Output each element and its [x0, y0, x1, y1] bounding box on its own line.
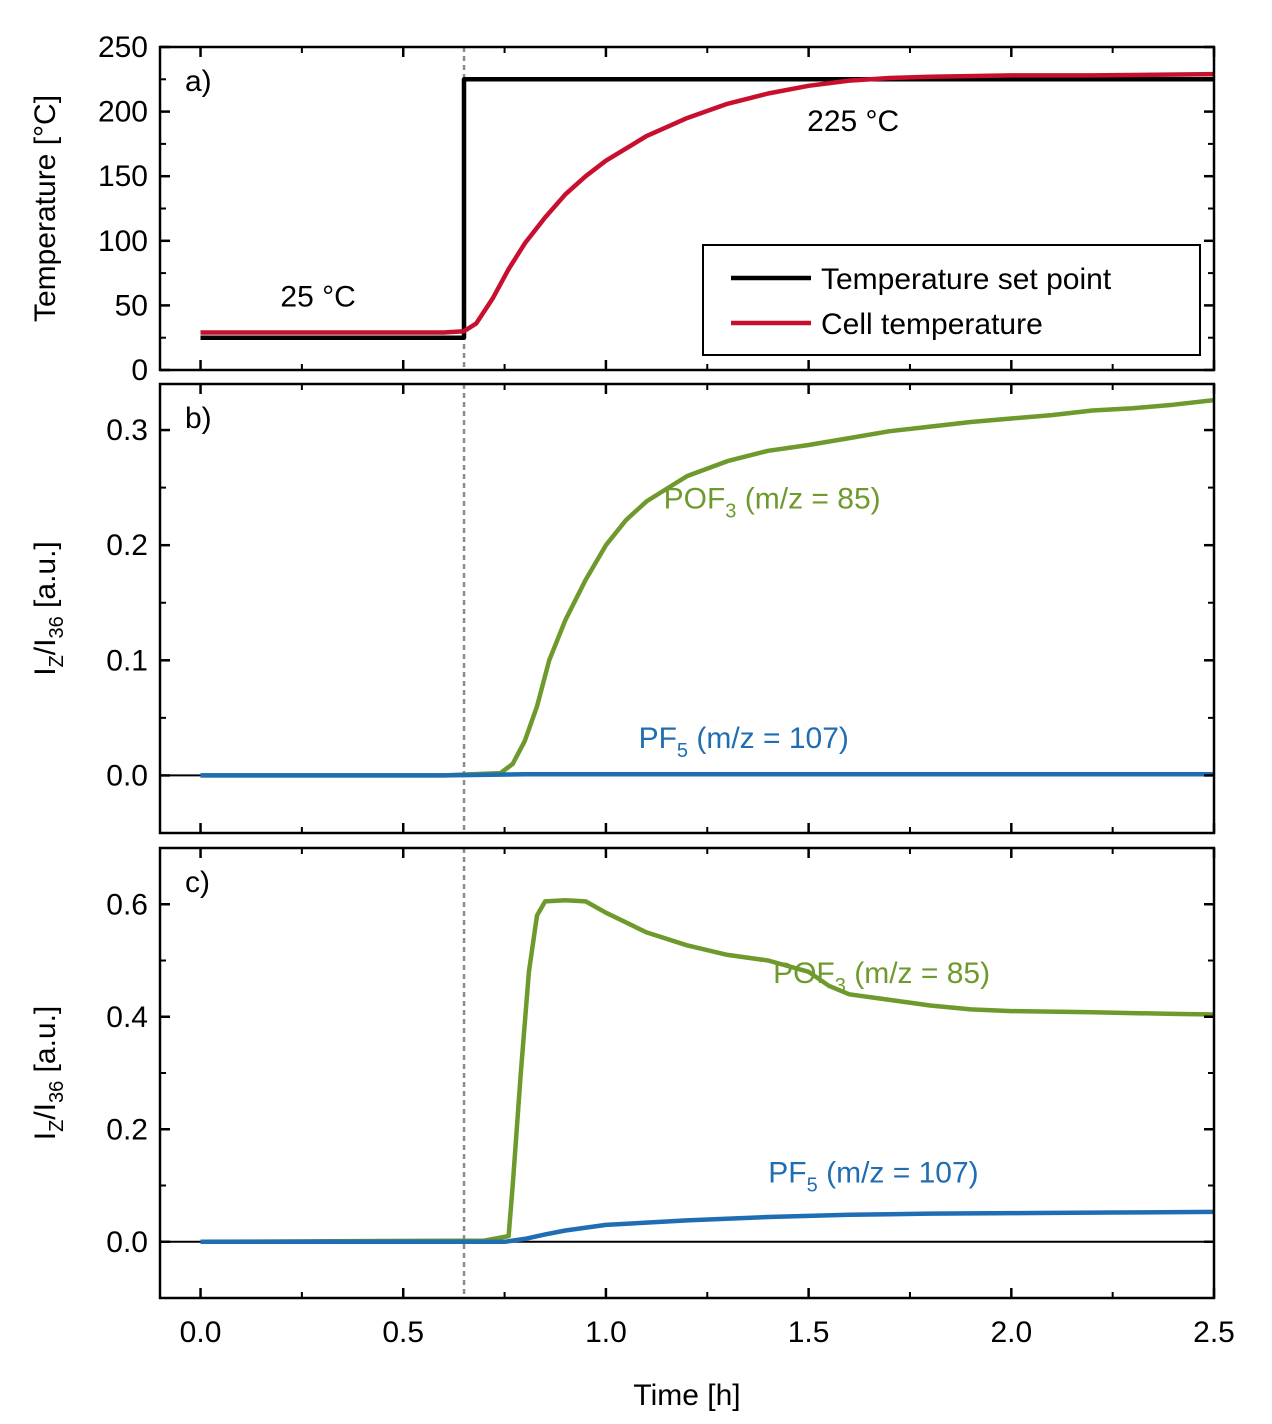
y-axis-label: IZ/I36 [a.u.]: [29, 1006, 68, 1141]
plot-frame: [158, 382, 1216, 835]
plot-frame: [158, 846, 1216, 1300]
series-annotation: PF5 (m/z = 107): [639, 722, 849, 762]
legend-label: Temperature set point: [821, 263, 1112, 296]
y-tick-label: 0.0: [106, 759, 148, 792]
y-tick-label: 150: [98, 160, 148, 193]
legend-box: [702, 244, 1201, 356]
y-tick-label: 100: [98, 225, 148, 258]
x-tick-label: 0.5: [382, 1316, 424, 1349]
series-line-pf5: [200, 772, 1214, 778]
y-tick-label: 0.4: [106, 1001, 148, 1034]
y-tick-label: 0: [131, 354, 148, 387]
y-axis-label: Temperature [°C]: [29, 95, 62, 322]
x-axis-label: Time [h]: [633, 1379, 740, 1412]
y-axis-label: IZ/I36 [a.u.]: [29, 541, 68, 676]
y-tick-label: 0.2: [106, 529, 148, 562]
series-line-pf5: [200, 1209, 1214, 1245]
series-annotation: POF3 (m/z = 85): [664, 482, 881, 522]
y-tick-label: 0.3: [106, 414, 148, 447]
panel-label: c): [185, 866, 210, 899]
x-tick-label: 0.0: [180, 1316, 222, 1349]
x-tick-label: 1.0: [585, 1316, 627, 1349]
panel-1: 0 50 100 150 200 250 a) Temperature [°C] 25 °C 22…: [29, 31, 1216, 387]
x-tick-label: 2.0: [990, 1316, 1032, 1349]
series-line-pof3: [200, 397, 1214, 778]
series-annotation: POF3 (m/z = 85): [773, 957, 990, 997]
y-tick-label: 200: [98, 96, 148, 129]
y-tick-label: 0.0: [106, 1226, 148, 1259]
panel-label: b): [185, 402, 212, 435]
series-annotation: 25 °C: [280, 281, 355, 314]
y-tick-label: 0.1: [106, 644, 148, 677]
panel-2: 0.0 0.1 0.2 0.3 b) IZ/I36 [a.u.] POF3 (m/z = 8…: [29, 382, 1216, 835]
series-line-temperature-set-point: [200, 77, 1214, 340]
legend-label: Cell temperature: [821, 308, 1043, 341]
panel-3: 0.0 0.2 0.4 0.6 c) IZ/I36 [a.u.] POF3 (m/z = 8…: [29, 846, 1216, 1300]
series-annotation: 225 °C: [807, 105, 899, 138]
series-annotation: PF5 (m/z = 107): [768, 1157, 978, 1197]
series-line-pof3: [200, 898, 1214, 1245]
y-tick-label: 50: [115, 289, 148, 322]
x-tick-label: 2.5: [1193, 1316, 1235, 1349]
y-tick-label: 0.6: [106, 888, 148, 921]
series-line-cell-temperature: [200, 71, 1214, 335]
panel-label: a): [185, 65, 212, 98]
legend: Temperature set point Cell temperature: [702, 244, 1201, 356]
y-tick-label: 250: [98, 31, 148, 64]
y-tick-label: 0.2: [106, 1113, 148, 1146]
x-tick-label: 1.5: [788, 1316, 830, 1349]
